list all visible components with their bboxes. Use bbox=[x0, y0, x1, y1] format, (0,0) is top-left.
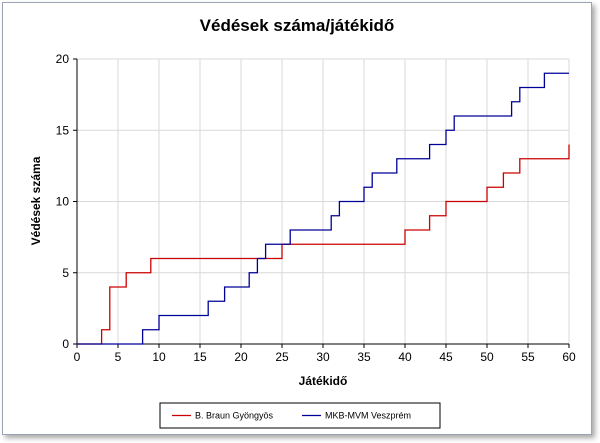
legend-box bbox=[159, 402, 441, 429]
series-line-1 bbox=[77, 144, 570, 345]
x-tick-label: 40 bbox=[398, 350, 412, 364]
legend-label-series-1: B. Braun Gyöngyös bbox=[195, 411, 274, 421]
x-tick-label: 15 bbox=[193, 350, 207, 364]
chart-svg: Védések száma/játékidő 0 5 10 15 20 25 30 35 40 4… bbox=[29, 16, 576, 429]
axes bbox=[73, 58, 570, 348]
series-lines bbox=[77, 72, 570, 345]
x-tick-label: 10 bbox=[152, 350, 166, 364]
x-tick-label: 5 bbox=[115, 350, 122, 364]
x-tick-label: 25 bbox=[275, 350, 289, 364]
x-tick-label: 45 bbox=[439, 350, 453, 364]
y-tick-label: 10 bbox=[56, 195, 70, 209]
y-tick-label: 15 bbox=[56, 123, 70, 137]
series-line-2 bbox=[77, 72, 569, 345]
x-tick-label: 35 bbox=[357, 350, 371, 364]
legend-label-series-2: MKB-MVM Veszprém bbox=[325, 411, 411, 421]
x-axis-label: Játékidő bbox=[299, 374, 348, 388]
chart-title: Védések száma/játékidő bbox=[200, 16, 395, 35]
y-tick-labels: 0 5 10 15 20 bbox=[56, 52, 70, 351]
y-tick-label: 0 bbox=[62, 337, 69, 351]
x-tick-label: 30 bbox=[316, 350, 330, 364]
x-tick-label: 60 bbox=[562, 350, 576, 364]
x-tick-label: 50 bbox=[480, 350, 494, 364]
grid bbox=[77, 58, 570, 344]
chart-frame: Védések száma/játékidő 0 5 10 15 20 25 30 35 40 4… bbox=[2, 2, 592, 435]
y-tick-label: 20 bbox=[56, 52, 70, 66]
y-axis-label: Védések száma bbox=[29, 156, 43, 245]
x-tick-label: 55 bbox=[521, 350, 535, 364]
x-tick-label: 20 bbox=[234, 350, 248, 364]
y-tick-label: 5 bbox=[62, 266, 69, 280]
x-tick-labels: 0 5 10 15 20 25 30 35 40 45 50 55 60 bbox=[74, 350, 576, 364]
x-tick-label: 0 bbox=[74, 350, 81, 364]
legend: B. Braun Gyöngyös MKB-MVM Veszprém bbox=[159, 402, 441, 429]
